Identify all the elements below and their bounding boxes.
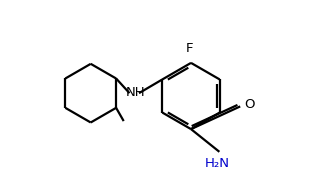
Text: O: O xyxy=(244,98,255,111)
Text: H₂N: H₂N xyxy=(205,157,230,170)
Text: F: F xyxy=(185,42,193,55)
Text: NH: NH xyxy=(125,86,145,99)
